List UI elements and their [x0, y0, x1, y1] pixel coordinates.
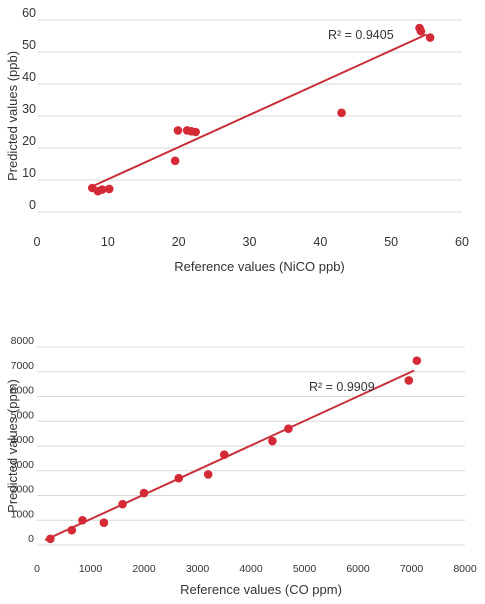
data-point [99, 518, 109, 528]
data-point [170, 156, 180, 166]
y-tick-label: 0 [29, 198, 36, 212]
y-tick-label: 8000 [11, 335, 35, 347]
data-point [139, 488, 149, 498]
y-tick-label: 7000 [11, 360, 35, 372]
x-tick-label: 50 [384, 235, 398, 249]
data-point [284, 424, 293, 433]
x-tick-label: 20 [172, 235, 186, 249]
y-tick-label: 10 [22, 166, 36, 180]
y-tick-label: 3000 [11, 459, 35, 471]
x-tick-label: 4000 [239, 563, 263, 575]
data-point [219, 450, 229, 459]
x-tick-label: 60 [455, 235, 469, 249]
trendline [91, 33, 427, 188]
x-tick-label: 10 [101, 235, 115, 249]
data-point [173, 126, 183, 135]
chart-nico-ppb: 0 10 20 30 40 50 60 0 10 20 30 40 50 60 Reference valu… [5, 6, 469, 274]
x-tick-label: 40 [313, 235, 327, 249]
data-point [203, 470, 213, 479]
y-tick-label: 40 [22, 70, 36, 84]
x-tick-label: 3000 [186, 563, 210, 575]
x-tick-label: 7000 [400, 563, 424, 575]
x-axis-title: Reference values (CO ppm) [180, 582, 342, 597]
y-tick-label: 20 [22, 134, 36, 148]
y-axis-title: Predicted values (ppb) [5, 51, 20, 181]
data-point [97, 185, 107, 194]
y-tick-label: 60 [22, 6, 36, 20]
y-tick-label: 30 [22, 102, 36, 116]
x-tick-label: 0 [34, 563, 40, 575]
data-point [337, 108, 346, 118]
x-tick-label: 0 [34, 235, 41, 249]
y-tick-label: 5000 [11, 409, 35, 421]
data-point [412, 356, 422, 365]
data-point [174, 473, 184, 483]
data-point [104, 184, 114, 194]
data-point [67, 525, 77, 535]
data-point [425, 33, 435, 42]
r-squared-annotation: R² = 0.9909 [309, 380, 375, 394]
chart-co-ppm: 0 1000 2000 3000 4000 5000 6000 7000 8000 0 1000 20… [5, 335, 477, 597]
y-tick-label: 50 [22, 38, 36, 52]
x-axis-title: Reference values (NiCO ppb) [174, 259, 345, 274]
trendline [44, 369, 415, 541]
y-tick-label: 2000 [11, 484, 35, 496]
data-point [404, 376, 414, 385]
x-tick-label: 2000 [132, 563, 156, 575]
y-tick-label: 4000 [11, 434, 35, 446]
r-squared-annotation: R² = 0.9405 [328, 28, 394, 42]
y-tick-label: 6000 [11, 385, 35, 397]
data-point [118, 499, 127, 509]
x-tick-label: 6000 [346, 563, 370, 575]
y-tick-label: 0 [28, 533, 34, 545]
y-axis-title: Predicted values (ppm) [5, 379, 20, 513]
y-tick-label: 1000 [11, 508, 35, 520]
data-point [46, 534, 55, 544]
data-point [78, 515, 87, 525]
x-tick-label: 8000 [453, 563, 477, 575]
x-tick-label: 1000 [79, 563, 103, 575]
data-point [416, 26, 426, 36]
x-tick-label: 5000 [293, 563, 317, 575]
data-point [268, 436, 277, 446]
data-point [191, 127, 200, 137]
x-tick-label: 30 [243, 235, 257, 249]
